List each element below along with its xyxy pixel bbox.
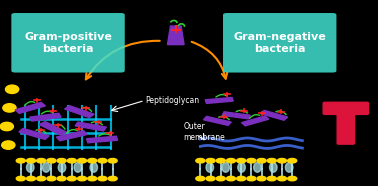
Polygon shape [167, 26, 184, 45]
Circle shape [257, 158, 266, 163]
Polygon shape [205, 97, 233, 103]
Polygon shape [30, 113, 61, 121]
Circle shape [26, 158, 36, 163]
FancyBboxPatch shape [323, 102, 369, 114]
Circle shape [57, 176, 66, 181]
Ellipse shape [222, 163, 229, 172]
Ellipse shape [74, 163, 82, 172]
Circle shape [247, 158, 256, 163]
Ellipse shape [238, 163, 245, 172]
Polygon shape [260, 110, 288, 120]
Polygon shape [15, 102, 45, 113]
Ellipse shape [58, 163, 66, 172]
Circle shape [47, 158, 56, 163]
FancyBboxPatch shape [11, 13, 125, 73]
Circle shape [57, 158, 66, 163]
Ellipse shape [254, 163, 261, 172]
Circle shape [77, 158, 87, 163]
Circle shape [108, 176, 117, 181]
Circle shape [247, 176, 256, 181]
Circle shape [16, 176, 25, 181]
Circle shape [267, 158, 276, 163]
Circle shape [277, 158, 287, 163]
Circle shape [67, 158, 76, 163]
Circle shape [267, 176, 276, 181]
Circle shape [196, 176, 205, 181]
Polygon shape [65, 106, 94, 118]
Ellipse shape [285, 163, 293, 172]
Polygon shape [222, 112, 250, 119]
Polygon shape [75, 122, 106, 131]
Polygon shape [39, 122, 67, 135]
Circle shape [216, 158, 225, 163]
Polygon shape [19, 128, 49, 140]
Text: Gram-positive
bacteria: Gram-positive bacteria [24, 32, 112, 54]
Ellipse shape [270, 163, 277, 172]
Circle shape [237, 158, 246, 163]
Ellipse shape [206, 163, 214, 172]
Circle shape [237, 176, 246, 181]
Text: Gram-negative
bacteria: Gram-negative bacteria [233, 32, 326, 54]
Circle shape [226, 176, 235, 181]
Polygon shape [242, 116, 269, 126]
Circle shape [288, 158, 297, 163]
Ellipse shape [2, 141, 15, 149]
Ellipse shape [3, 104, 16, 112]
Circle shape [16, 158, 25, 163]
Circle shape [226, 158, 235, 163]
FancyBboxPatch shape [223, 13, 336, 73]
Circle shape [206, 158, 215, 163]
Text: Outer
membrane: Outer membrane [183, 122, 225, 142]
Circle shape [77, 176, 87, 181]
Ellipse shape [90, 163, 98, 172]
Circle shape [108, 158, 117, 163]
Circle shape [196, 158, 205, 163]
Circle shape [88, 176, 97, 181]
Circle shape [206, 176, 215, 181]
Circle shape [67, 176, 76, 181]
Circle shape [37, 176, 46, 181]
Polygon shape [56, 131, 87, 141]
Circle shape [257, 176, 266, 181]
Circle shape [88, 158, 97, 163]
Circle shape [277, 176, 287, 181]
Ellipse shape [26, 163, 34, 172]
Polygon shape [87, 136, 118, 143]
Ellipse shape [42, 163, 50, 172]
Circle shape [288, 176, 297, 181]
Ellipse shape [0, 122, 14, 131]
Text: Peptidoglycan: Peptidoglycan [146, 96, 200, 105]
Polygon shape [203, 116, 231, 125]
Circle shape [26, 176, 36, 181]
FancyBboxPatch shape [337, 109, 355, 144]
Circle shape [47, 176, 56, 181]
Circle shape [98, 158, 107, 163]
Ellipse shape [5, 85, 19, 94]
Circle shape [37, 158, 46, 163]
Circle shape [98, 176, 107, 181]
Circle shape [216, 176, 225, 181]
